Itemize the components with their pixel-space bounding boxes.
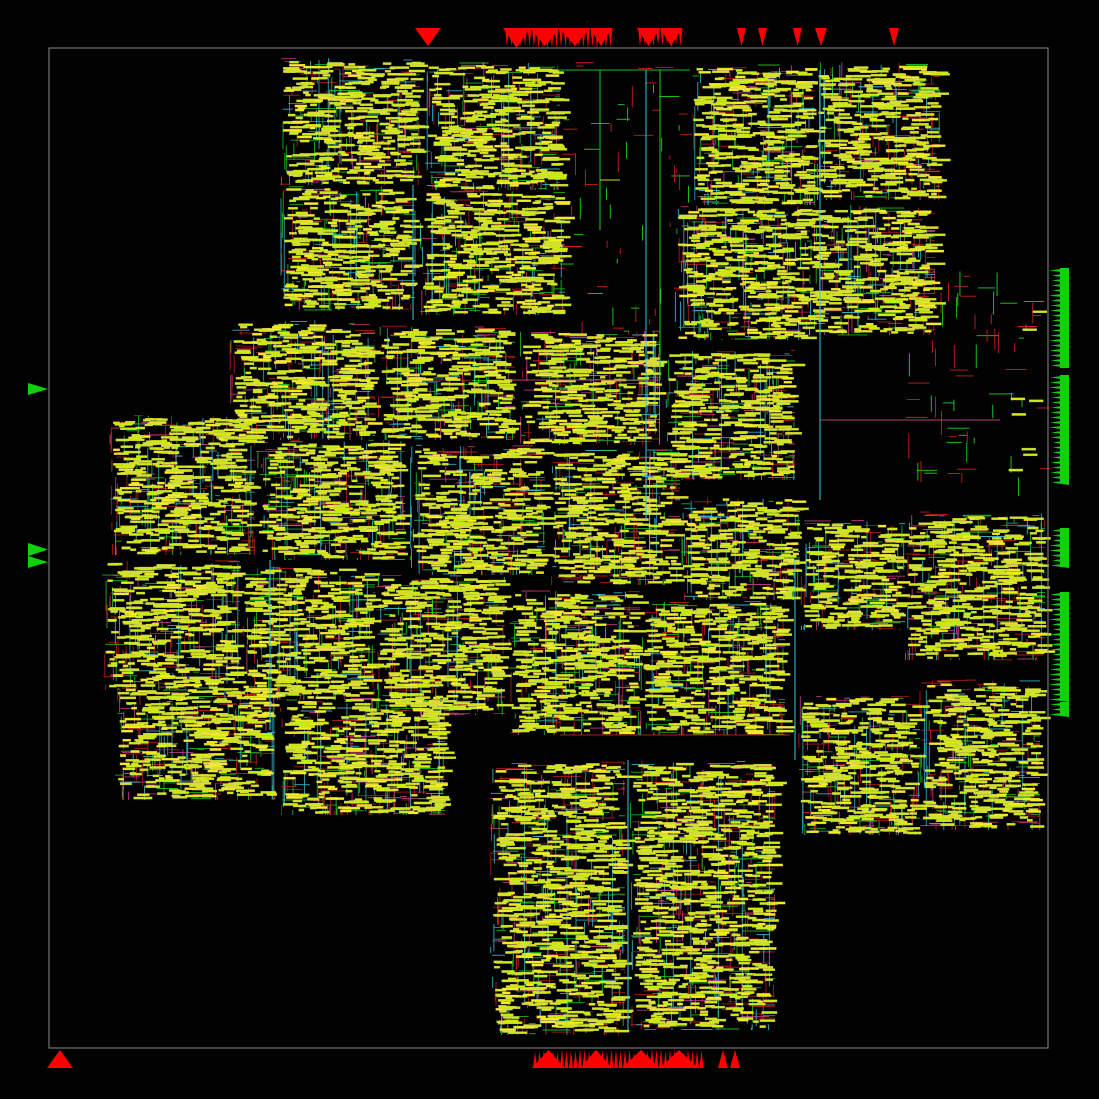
- io-pins-layer: [28, 28, 1069, 1068]
- clock-spine-layer: [269, 69, 1000, 1030]
- die-boundary-outline: [48, 47, 1049, 1049]
- placed-cells-layer: [105, 60, 1056, 1034]
